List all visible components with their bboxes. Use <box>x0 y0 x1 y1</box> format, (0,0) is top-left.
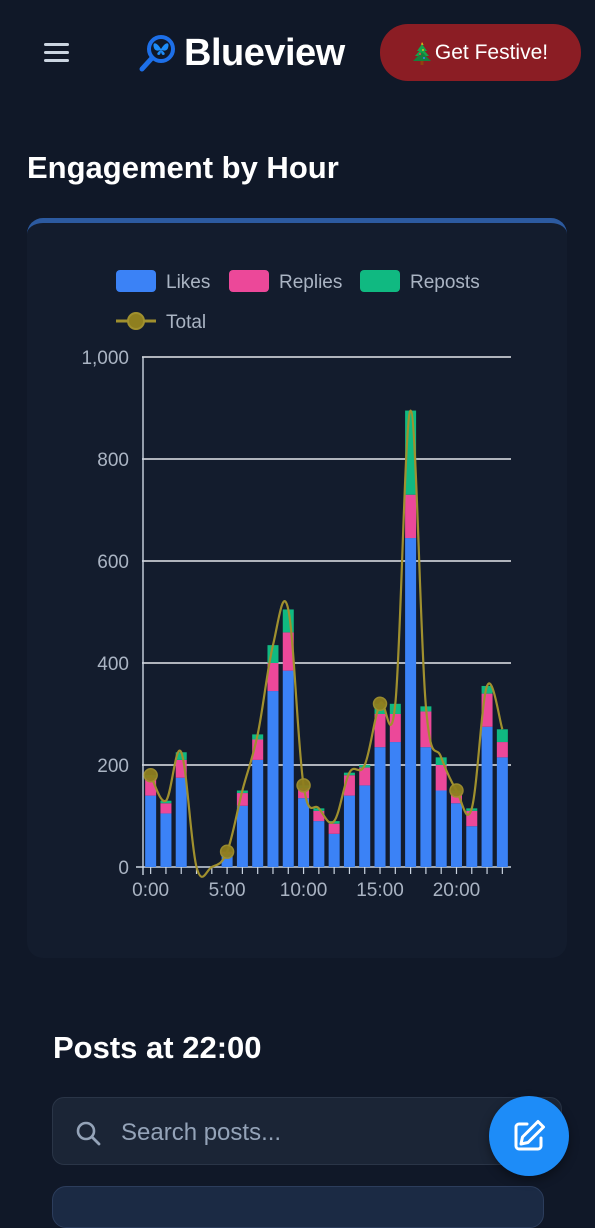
bar-likes-12 <box>328 833 340 867</box>
bar-likes-23 <box>496 757 508 867</box>
bar-likes-8 <box>267 691 279 867</box>
search-icon <box>76 1121 101 1146</box>
bar-likes-11 <box>313 821 325 867</box>
total-point-20 <box>449 783 464 798</box>
compose-button[interactable] <box>489 1096 569 1176</box>
x-tick-label: 20:00 <box>433 880 481 901</box>
x-tick-label: 15:00 <box>356 880 404 901</box>
bar-replies-21 <box>466 810 478 827</box>
bar-replies-9 <box>282 632 294 671</box>
y-tick-label: 200 <box>97 756 129 777</box>
bar-replies-2 <box>175 759 187 778</box>
bar-likes-14 <box>359 785 371 867</box>
get-festive-button[interactable]: Get Festive! <box>380 24 581 81</box>
legend-total-label: Total <box>166 312 206 333</box>
x-tick-label: 10:00 <box>280 880 328 901</box>
search-box[interactable] <box>52 1097 562 1165</box>
hamburger-menu-button[interactable] <box>40 38 76 68</box>
posts-title: Posts at 22:00 <box>53 1030 262 1065</box>
y-tick-label: 1,000 <box>81 348 129 369</box>
total-point-0 <box>143 767 158 783</box>
y-tick-label: 0 <box>118 858 129 879</box>
bar-replies-15 <box>374 714 386 748</box>
bar-replies-14 <box>359 767 371 786</box>
bar-likes-2 <box>175 777 187 867</box>
bar-likes-9 <box>282 670 294 867</box>
bar-likes-0 <box>145 795 157 867</box>
bar-replies-17 <box>405 494 417 539</box>
y-tick-label: 800 <box>97 450 129 471</box>
bar-reposts-8 <box>267 645 279 663</box>
bar-likes-16 <box>389 742 401 867</box>
total-point-5 <box>219 844 235 859</box>
app-name: Blueview <box>184 31 345 74</box>
bar-likes-13 <box>343 795 355 867</box>
bar-replies-7 <box>252 739 264 760</box>
legend-likes-label: Likes <box>166 272 210 293</box>
app-logo[interactable]: Blueview <box>138 30 345 76</box>
bar-likes-21 <box>466 826 478 867</box>
bar-replies-1 <box>160 803 172 814</box>
top-bar: Blueview Get Festive! <box>0 0 595 105</box>
legend-replies-swatch <box>229 270 269 292</box>
hamburger-menu-icon <box>44 43 69 46</box>
bar-reposts-9 <box>282 609 294 633</box>
search-input[interactable] <box>119 1110 503 1156</box>
bar-likes-22 <box>481 726 493 867</box>
legend-total-swatch-dot <box>127 312 145 330</box>
legend-reposts-label: Reposts <box>410 272 480 293</box>
bar-replies-8 <box>267 663 279 692</box>
get-festive-label: Get Festive! <box>434 40 549 64</box>
engagement-chart[interactable]: Likes Replies Reposts Total 0 200 400 600 800 1,0… <box>27 223 567 958</box>
bar-likes-6 <box>236 805 248 867</box>
bar-likes-19 <box>435 790 447 867</box>
engagement-title: Engagement by Hour <box>27 150 339 185</box>
butterfly-search-icon <box>139 35 175 72</box>
compose-icon <box>514 1120 545 1151</box>
bar-replies-10 <box>298 787 310 799</box>
bar-reposts-17 <box>405 410 417 495</box>
bar-replies-12 <box>328 823 340 834</box>
bar-likes-15 <box>374 747 386 867</box>
bar-replies-22 <box>481 693 493 727</box>
bar-replies-23 <box>496 742 508 758</box>
bar-replies-16 <box>389 714 401 743</box>
bar-likes-18 <box>420 747 432 867</box>
total-line <box>149 409 504 878</box>
x-tick-label: 5:00 <box>209 880 246 901</box>
bar-likes-10 <box>298 798 310 867</box>
bar-replies-19 <box>435 765 447 791</box>
bar-likes-17 <box>405 538 417 867</box>
hamburger-menu-icon-bar <box>44 51 69 54</box>
bar-reposts-2 <box>175 752 187 760</box>
bar-likes-1 <box>160 813 172 867</box>
bar-replies-13 <box>343 775 355 796</box>
total-point-10 <box>296 778 311 793</box>
legend-reposts-swatch <box>360 270 400 292</box>
legend-replies-label: Replies <box>279 272 342 293</box>
hamburger-menu-icon-bar <box>44 59 69 62</box>
legend-likes-swatch <box>116 270 156 292</box>
bar-reposts-19 <box>435 757 447 765</box>
bar-likes-7 <box>252 759 264 867</box>
bar-replies-20 <box>450 793 462 804</box>
total-point-15 <box>372 696 388 712</box>
y-tick-label: 600 <box>97 552 129 573</box>
bar-replies-11 <box>313 810 325 822</box>
x-tick-label: 0:00 <box>132 880 169 901</box>
bar-reposts-23 <box>496 729 508 743</box>
bar-likes-20 <box>450 803 462 867</box>
christmas-tree-icon <box>412 41 431 65</box>
post-card[interactable] <box>52 1186 544 1228</box>
y-tick-label: 400 <box>97 654 129 675</box>
bar-replies-0 <box>145 777 157 796</box>
bar-likes-5 <box>221 854 233 867</box>
bar-replies-18 <box>420 711 432 748</box>
bar-replies-6 <box>236 793 248 806</box>
engagement-chart-card: Likes Replies Reposts Total 0 200 400 600 800 1,0… <box>27 218 567 958</box>
